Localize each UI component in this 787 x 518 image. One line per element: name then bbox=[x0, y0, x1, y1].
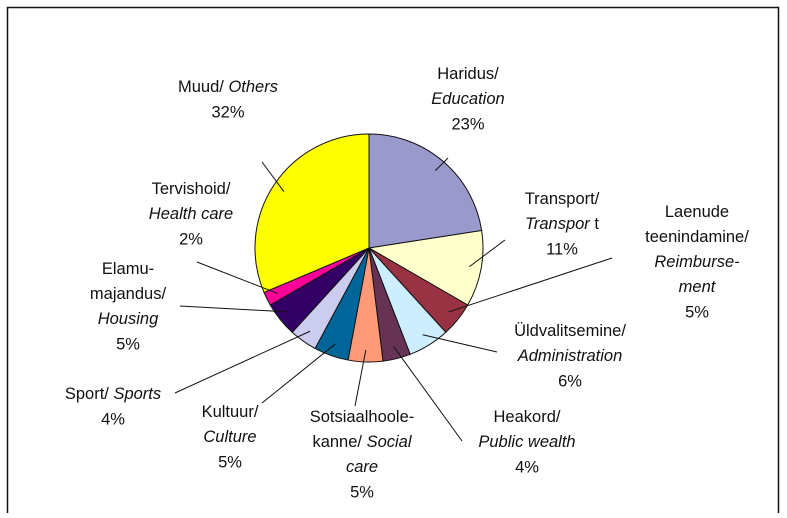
label-part: Education bbox=[431, 90, 504, 108]
leader-line bbox=[196, 261, 278, 294]
label-part: Administration bbox=[517, 347, 623, 365]
slice-label: Transport/ bbox=[525, 190, 600, 208]
label-part: ment bbox=[679, 278, 717, 296]
value-label: 5% bbox=[350, 483, 374, 501]
label-part: Social bbox=[367, 433, 413, 451]
slice-label: Sotsiaalhoole- bbox=[310, 408, 415, 426]
leader-line bbox=[354, 349, 367, 407]
leader-line bbox=[448, 257, 613, 313]
slice-label: Transpor t bbox=[525, 215, 599, 233]
slice-label: Education bbox=[431, 90, 504, 108]
label-part: Heakord/ bbox=[494, 408, 561, 426]
label-part: Reimburse- bbox=[654, 253, 740, 271]
pie-slice bbox=[368, 133, 483, 249]
label-part: Transport/ bbox=[525, 190, 600, 208]
value-label: 4% bbox=[101, 410, 125, 428]
label-part: Laenude bbox=[665, 203, 729, 221]
label-part: Sports bbox=[113, 385, 161, 403]
leader-line bbox=[422, 334, 498, 353]
pie-slice bbox=[367, 229, 484, 306]
slice-label: ment bbox=[679, 278, 717, 296]
slice-label: Public wealth bbox=[478, 433, 575, 451]
label-part: Culture bbox=[203, 428, 256, 446]
slice-label: Tervishoid/ bbox=[152, 180, 231, 198]
leader-line bbox=[261, 161, 285, 192]
slice-label: Elamu- bbox=[102, 260, 154, 278]
label-part: Sotsiaalhoole- bbox=[310, 408, 415, 426]
label-part: Muud/ bbox=[178, 78, 228, 96]
label-part: Health care bbox=[149, 205, 233, 223]
label-part: Sport/ bbox=[65, 385, 114, 403]
pie-slice bbox=[254, 133, 370, 294]
label-part: Elamu- bbox=[102, 260, 154, 278]
label-part: Kultuur/ bbox=[202, 403, 259, 421]
slice-label: kanne/ Social bbox=[312, 433, 412, 451]
leader-line bbox=[261, 343, 336, 404]
slice-label: Kultuur/ bbox=[202, 403, 259, 421]
value-label: 5% bbox=[116, 335, 140, 353]
leader-line bbox=[393, 346, 463, 442]
slice-label: Heakord/ bbox=[494, 408, 561, 426]
label-part: teenindamine/ bbox=[645, 228, 749, 246]
leader-line bbox=[435, 157, 449, 171]
leader-line bbox=[179, 305, 290, 313]
slice-label: Sport/ Sports bbox=[65, 385, 161, 403]
leader-line bbox=[468, 239, 506, 268]
label-part: Transpor bbox=[525, 215, 591, 233]
label-part: Haridus/ bbox=[437, 65, 499, 83]
value-label: 5% bbox=[218, 453, 242, 471]
value-label: 5% bbox=[685, 303, 709, 321]
leader-line bbox=[174, 330, 311, 394]
slice-label: Haridus/ bbox=[437, 65, 499, 83]
label-part: Housing bbox=[98, 310, 159, 328]
slice-label: Health care bbox=[149, 205, 233, 223]
label-part: t bbox=[590, 215, 600, 233]
label-part: Public wealth bbox=[478, 433, 575, 451]
slice-label: care bbox=[346, 458, 378, 476]
slice-label: Reimburse- bbox=[654, 253, 740, 271]
value-label: 23% bbox=[451, 115, 484, 133]
slice-label: Üldvalitsemine/ bbox=[514, 322, 626, 340]
label-part: Üldvalitsemine/ bbox=[514, 322, 626, 340]
slice-label: Housing bbox=[98, 310, 159, 328]
label-part: majandus/ bbox=[90, 285, 167, 303]
value-label: 32% bbox=[211, 103, 244, 121]
label-part: Others bbox=[228, 78, 278, 96]
label-part: care bbox=[346, 458, 378, 476]
slice-label: Muud/ Others bbox=[178, 78, 278, 96]
value-label: 6% bbox=[558, 372, 582, 390]
slice-label: teenindamine/ bbox=[645, 228, 749, 246]
value-label: 11% bbox=[546, 240, 578, 258]
slice-label: Laenude bbox=[665, 203, 729, 221]
label-part: kanne/ bbox=[312, 433, 366, 451]
slice-label: majandus/ bbox=[90, 285, 167, 303]
slice-label: Administration bbox=[517, 347, 623, 365]
label-part: Tervishoid/ bbox=[152, 180, 231, 198]
value-label: 2% bbox=[179, 230, 203, 248]
value-label: 4% bbox=[515, 458, 539, 476]
slice-label: Culture bbox=[203, 428, 256, 446]
